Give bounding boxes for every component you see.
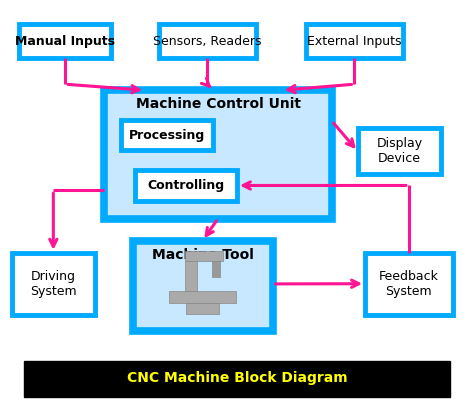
FancyBboxPatch shape [104, 90, 332, 219]
Text: Display
Device: Display Device [376, 138, 422, 165]
FancyBboxPatch shape [365, 253, 453, 315]
FancyBboxPatch shape [159, 24, 256, 58]
FancyBboxPatch shape [133, 241, 273, 331]
Text: Feedback
System: Feedback System [379, 270, 439, 298]
Bar [186, 303, 219, 314]
Text: External Inputs: External Inputs [307, 34, 401, 48]
FancyBboxPatch shape [135, 170, 237, 200]
Text: Manual Inputs: Manual Inputs [15, 34, 115, 48]
FancyBboxPatch shape [121, 120, 213, 150]
FancyBboxPatch shape [358, 128, 441, 174]
Text: Sensors, Readers: Sensors, Readers [153, 34, 262, 48]
Bar [185, 251, 223, 261]
Bar [169, 291, 236, 303]
Text: CNC Machine Block Diagram: CNC Machine Block Diagram [127, 371, 347, 385]
Text: Controlling: Controlling [147, 179, 225, 192]
FancyBboxPatch shape [19, 24, 111, 58]
Text: Processing: Processing [129, 129, 205, 142]
Bar [185, 261, 197, 291]
Bar [212, 261, 220, 277]
FancyBboxPatch shape [12, 253, 95, 315]
Text: Machine Control Unit: Machine Control Unit [136, 97, 301, 111]
FancyBboxPatch shape [306, 24, 403, 58]
Text: Machine Tool: Machine Tool [152, 248, 254, 262]
Text: Driving
System: Driving System [30, 270, 77, 298]
FancyBboxPatch shape [24, 361, 450, 397]
